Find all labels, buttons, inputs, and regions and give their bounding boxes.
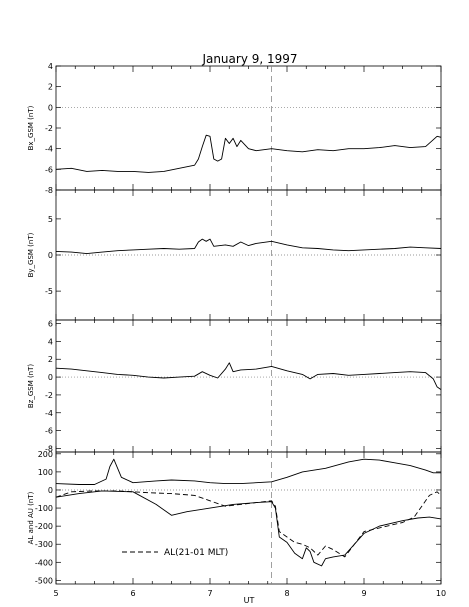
panel-4: 200 100 0 -100 -200 -300 -400 -500 AL and AU (nT… — [27, 450, 446, 598]
series-line-1 — [55, 458, 441, 485]
x-tick-label: 8 — [284, 589, 289, 598]
y-tick-label: 0 — [48, 373, 53, 382]
y-tick-label: -2 — [45, 124, 53, 133]
y-tick-label: -4 — [45, 145, 53, 154]
x-tick-label: 10 — [436, 589, 446, 598]
y-tick-label: -4 — [45, 409, 53, 418]
series-line-2 — [55, 490, 442, 567]
series-line-1 — [55, 238, 442, 255]
panel-3: 6 4 2 0 -2 -4 -6 -8 Bz_GSM (nT) — [27, 319, 442, 453]
y-tick-label: 0 — [48, 486, 53, 495]
x-tick-label: 7 — [207, 589, 212, 598]
y-tick-label: -500 — [35, 576, 53, 585]
y-tick-label: 2 — [48, 355, 53, 364]
y-tick-label: -2 — [45, 391, 53, 400]
panel-frame — [55, 319, 442, 453]
x-tick-label: 6 — [130, 589, 135, 598]
y-tick-label: 200 — [38, 450, 53, 459]
y-tick-label: -5 — [45, 287, 53, 296]
y-tick-label: -6 — [45, 427, 53, 436]
y-tick-label: 0 — [48, 103, 53, 112]
y-tick-label: 4 — [48, 337, 53, 346]
y-tick-label: -200 — [35, 522, 53, 531]
y-tick-label: 100 — [38, 468, 53, 477]
y-tick-label: -400 — [35, 558, 53, 567]
y-tick-label: 0 — [48, 251, 53, 260]
panels-group: 4 2 0 -2 -4 -6 -8 Bx_GSM (nT) 5 0 -5 By_GSM (nT) 6 4 2… — [27, 62, 446, 598]
panel-1: 4 2 0 -2 -4 -6 -8 Bx_GSM (nT) — [27, 62, 442, 195]
panel-frame — [55, 451, 442, 585]
series-line-3 — [55, 490, 442, 558]
legend-label: AL(21-01 MLT) — [164, 548, 228, 558]
panel-2: 5 0 -5 By_GSM (nT) — [27, 189, 442, 321]
x-axis-label: UT — [244, 596, 255, 605]
y-axis-label: By_GSM (nT) — [27, 232, 35, 277]
y-tick-label: -6 — [45, 165, 53, 174]
y-tick-label: -300 — [35, 540, 53, 549]
y-tick-label: 2 — [48, 83, 53, 92]
y-tick-label: 5 — [48, 215, 53, 224]
series-line-1 — [55, 362, 442, 390]
series-line-1 — [55, 134, 442, 173]
y-axis-label: Bz_GSM (nT) — [27, 364, 35, 409]
y-axis-label: AL and AU (nT) — [27, 491, 35, 544]
y-tick-label: 6 — [48, 320, 53, 329]
x-tick-label: 9 — [361, 589, 366, 598]
figure-title: January 9, 1997 — [201, 52, 297, 66]
y-tick-label: -8 — [45, 186, 53, 195]
x-tick-label: 5 — [53, 589, 58, 598]
y-tick-label: -100 — [35, 504, 53, 513]
y-tick-label: -8 — [45, 444, 53, 453]
y-axis-label: Bx_GSM (nT) — [27, 105, 35, 150]
y-tick-label: 4 — [48, 62, 53, 71]
